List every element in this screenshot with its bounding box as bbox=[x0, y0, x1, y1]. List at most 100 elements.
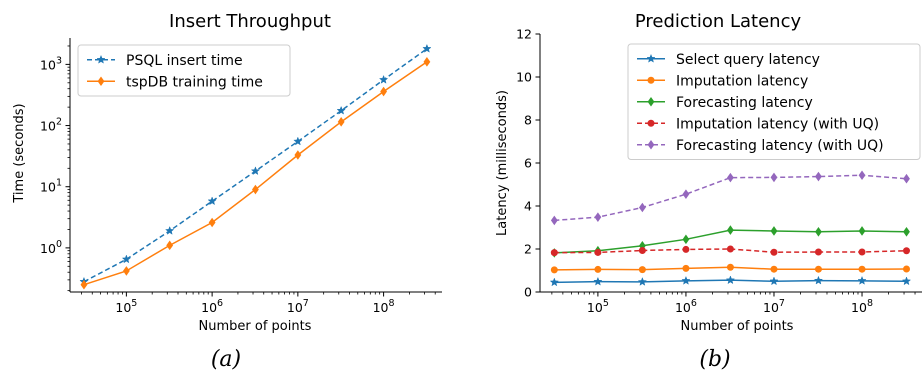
data-point bbox=[769, 276, 779, 286]
data-point bbox=[550, 249, 558, 257]
data-point bbox=[165, 225, 175, 235]
data-point bbox=[207, 196, 217, 206]
data-point bbox=[902, 265, 910, 273]
data-point bbox=[858, 170, 866, 181]
legend-marker bbox=[647, 139, 655, 150]
x-tick-label: 106 bbox=[201, 298, 223, 315]
legend-entry: tspDB training time bbox=[126, 74, 263, 90]
data-point bbox=[122, 266, 130, 276]
data-point bbox=[682, 245, 690, 253]
x-tick-label: 105 bbox=[587, 298, 609, 315]
chart-title: Prediction Latency bbox=[635, 11, 802, 32]
data-point bbox=[422, 43, 432, 53]
data-point bbox=[681, 275, 691, 285]
data-point bbox=[423, 57, 431, 67]
panel-caption: (b) bbox=[699, 347, 730, 372]
data-point bbox=[858, 226, 866, 236]
data-point bbox=[336, 105, 346, 115]
y-axis-label: Latency (milliseconds) bbox=[495, 90, 510, 236]
data-point bbox=[814, 265, 822, 273]
data-point bbox=[725, 275, 736, 285]
data-point bbox=[208, 217, 216, 228]
data-point bbox=[814, 248, 822, 256]
legend-marker bbox=[96, 54, 106, 64]
data-point bbox=[549, 277, 559, 287]
data-point bbox=[902, 247, 910, 255]
y-tick-label: 100 bbox=[40, 239, 62, 256]
data-point bbox=[594, 212, 602, 222]
data-point bbox=[727, 225, 734, 235]
data-point bbox=[770, 172, 778, 183]
legend-entry: Select query latency bbox=[676, 52, 820, 68]
data-point bbox=[80, 279, 88, 290]
legend-marker bbox=[647, 96, 655, 107]
x-tick-label: 108 bbox=[851, 298, 873, 315]
legend-marker bbox=[97, 76, 105, 87]
y-tick-label: 101 bbox=[40, 178, 62, 195]
data-point bbox=[638, 266, 646, 274]
chart-insert-throughput: Insert Throughput Number of points Time … bbox=[12, 11, 442, 372]
series-line bbox=[554, 174, 907, 222]
x-axis-label: Number of points bbox=[199, 319, 312, 334]
data-point bbox=[550, 215, 558, 226]
y-tick-label: 0 bbox=[524, 285, 532, 300]
x-tick-label: 107 bbox=[287, 298, 309, 315]
legend-entry: Forecasting latency bbox=[676, 95, 813, 111]
y-tick-label: 10 bbox=[516, 70, 532, 85]
y-tick-label: 8 bbox=[524, 113, 532, 128]
data-point bbox=[337, 117, 345, 127]
data-point bbox=[593, 276, 603, 286]
legend-entry: Imputation latency (with UQ) bbox=[676, 116, 879, 132]
data-point bbox=[727, 172, 734, 183]
data-point bbox=[250, 166, 261, 176]
data-point bbox=[682, 234, 690, 245]
data-point bbox=[682, 264, 690, 272]
legend-marker bbox=[646, 53, 656, 63]
data-point bbox=[857, 275, 867, 285]
data-point bbox=[726, 263, 734, 271]
y-tick-label: 2 bbox=[524, 242, 532, 257]
data-point bbox=[682, 189, 690, 199]
legend-marker bbox=[647, 119, 655, 127]
data-point bbox=[770, 265, 778, 273]
data-point bbox=[121, 254, 132, 264]
x-axis-label: Number of points bbox=[681, 319, 794, 334]
data-point bbox=[858, 265, 866, 273]
data-point bbox=[637, 276, 648, 286]
legend-box bbox=[627, 43, 921, 160]
data-point bbox=[594, 265, 602, 273]
data-point bbox=[594, 248, 602, 256]
data-point bbox=[252, 184, 259, 195]
data-point bbox=[770, 248, 778, 256]
data-point bbox=[858, 248, 866, 256]
y-tick-label: 6 bbox=[524, 156, 532, 171]
data-point bbox=[294, 150, 302, 160]
data-point bbox=[770, 226, 778, 236]
data-point bbox=[815, 227, 822, 237]
data-point bbox=[815, 171, 822, 182]
data-point bbox=[638, 202, 646, 213]
y-tick-label: 103 bbox=[40, 55, 62, 72]
data-point bbox=[726, 245, 734, 253]
y-tick-label: 12 bbox=[516, 27, 532, 42]
y-tick-label: 4 bbox=[524, 199, 532, 214]
data-point bbox=[380, 86, 387, 97]
legend-entry: Imputation latency bbox=[676, 73, 808, 89]
y-axis-label: Time (seconds) bbox=[12, 103, 27, 203]
legend-entry: PSQL insert time bbox=[126, 53, 243, 69]
legend-box bbox=[77, 44, 291, 97]
x-tick-label: 106 bbox=[675, 298, 697, 315]
x-tick-label: 105 bbox=[115, 298, 137, 315]
x-tick-label: 107 bbox=[763, 298, 785, 315]
data-point bbox=[550, 266, 558, 274]
legend-entry: Forecasting latency (with UQ) bbox=[676, 138, 884, 154]
chart-title: Insert Throughput bbox=[169, 11, 331, 32]
data-point bbox=[903, 227, 910, 237]
chart-prediction-latency: Prediction Latency Number of points Late… bbox=[495, 11, 922, 372]
legend-marker bbox=[647, 76, 655, 84]
data-point bbox=[166, 240, 174, 251]
x-tick-label: 108 bbox=[373, 298, 395, 315]
data-point bbox=[901, 276, 912, 286]
data-point bbox=[378, 74, 389, 84]
